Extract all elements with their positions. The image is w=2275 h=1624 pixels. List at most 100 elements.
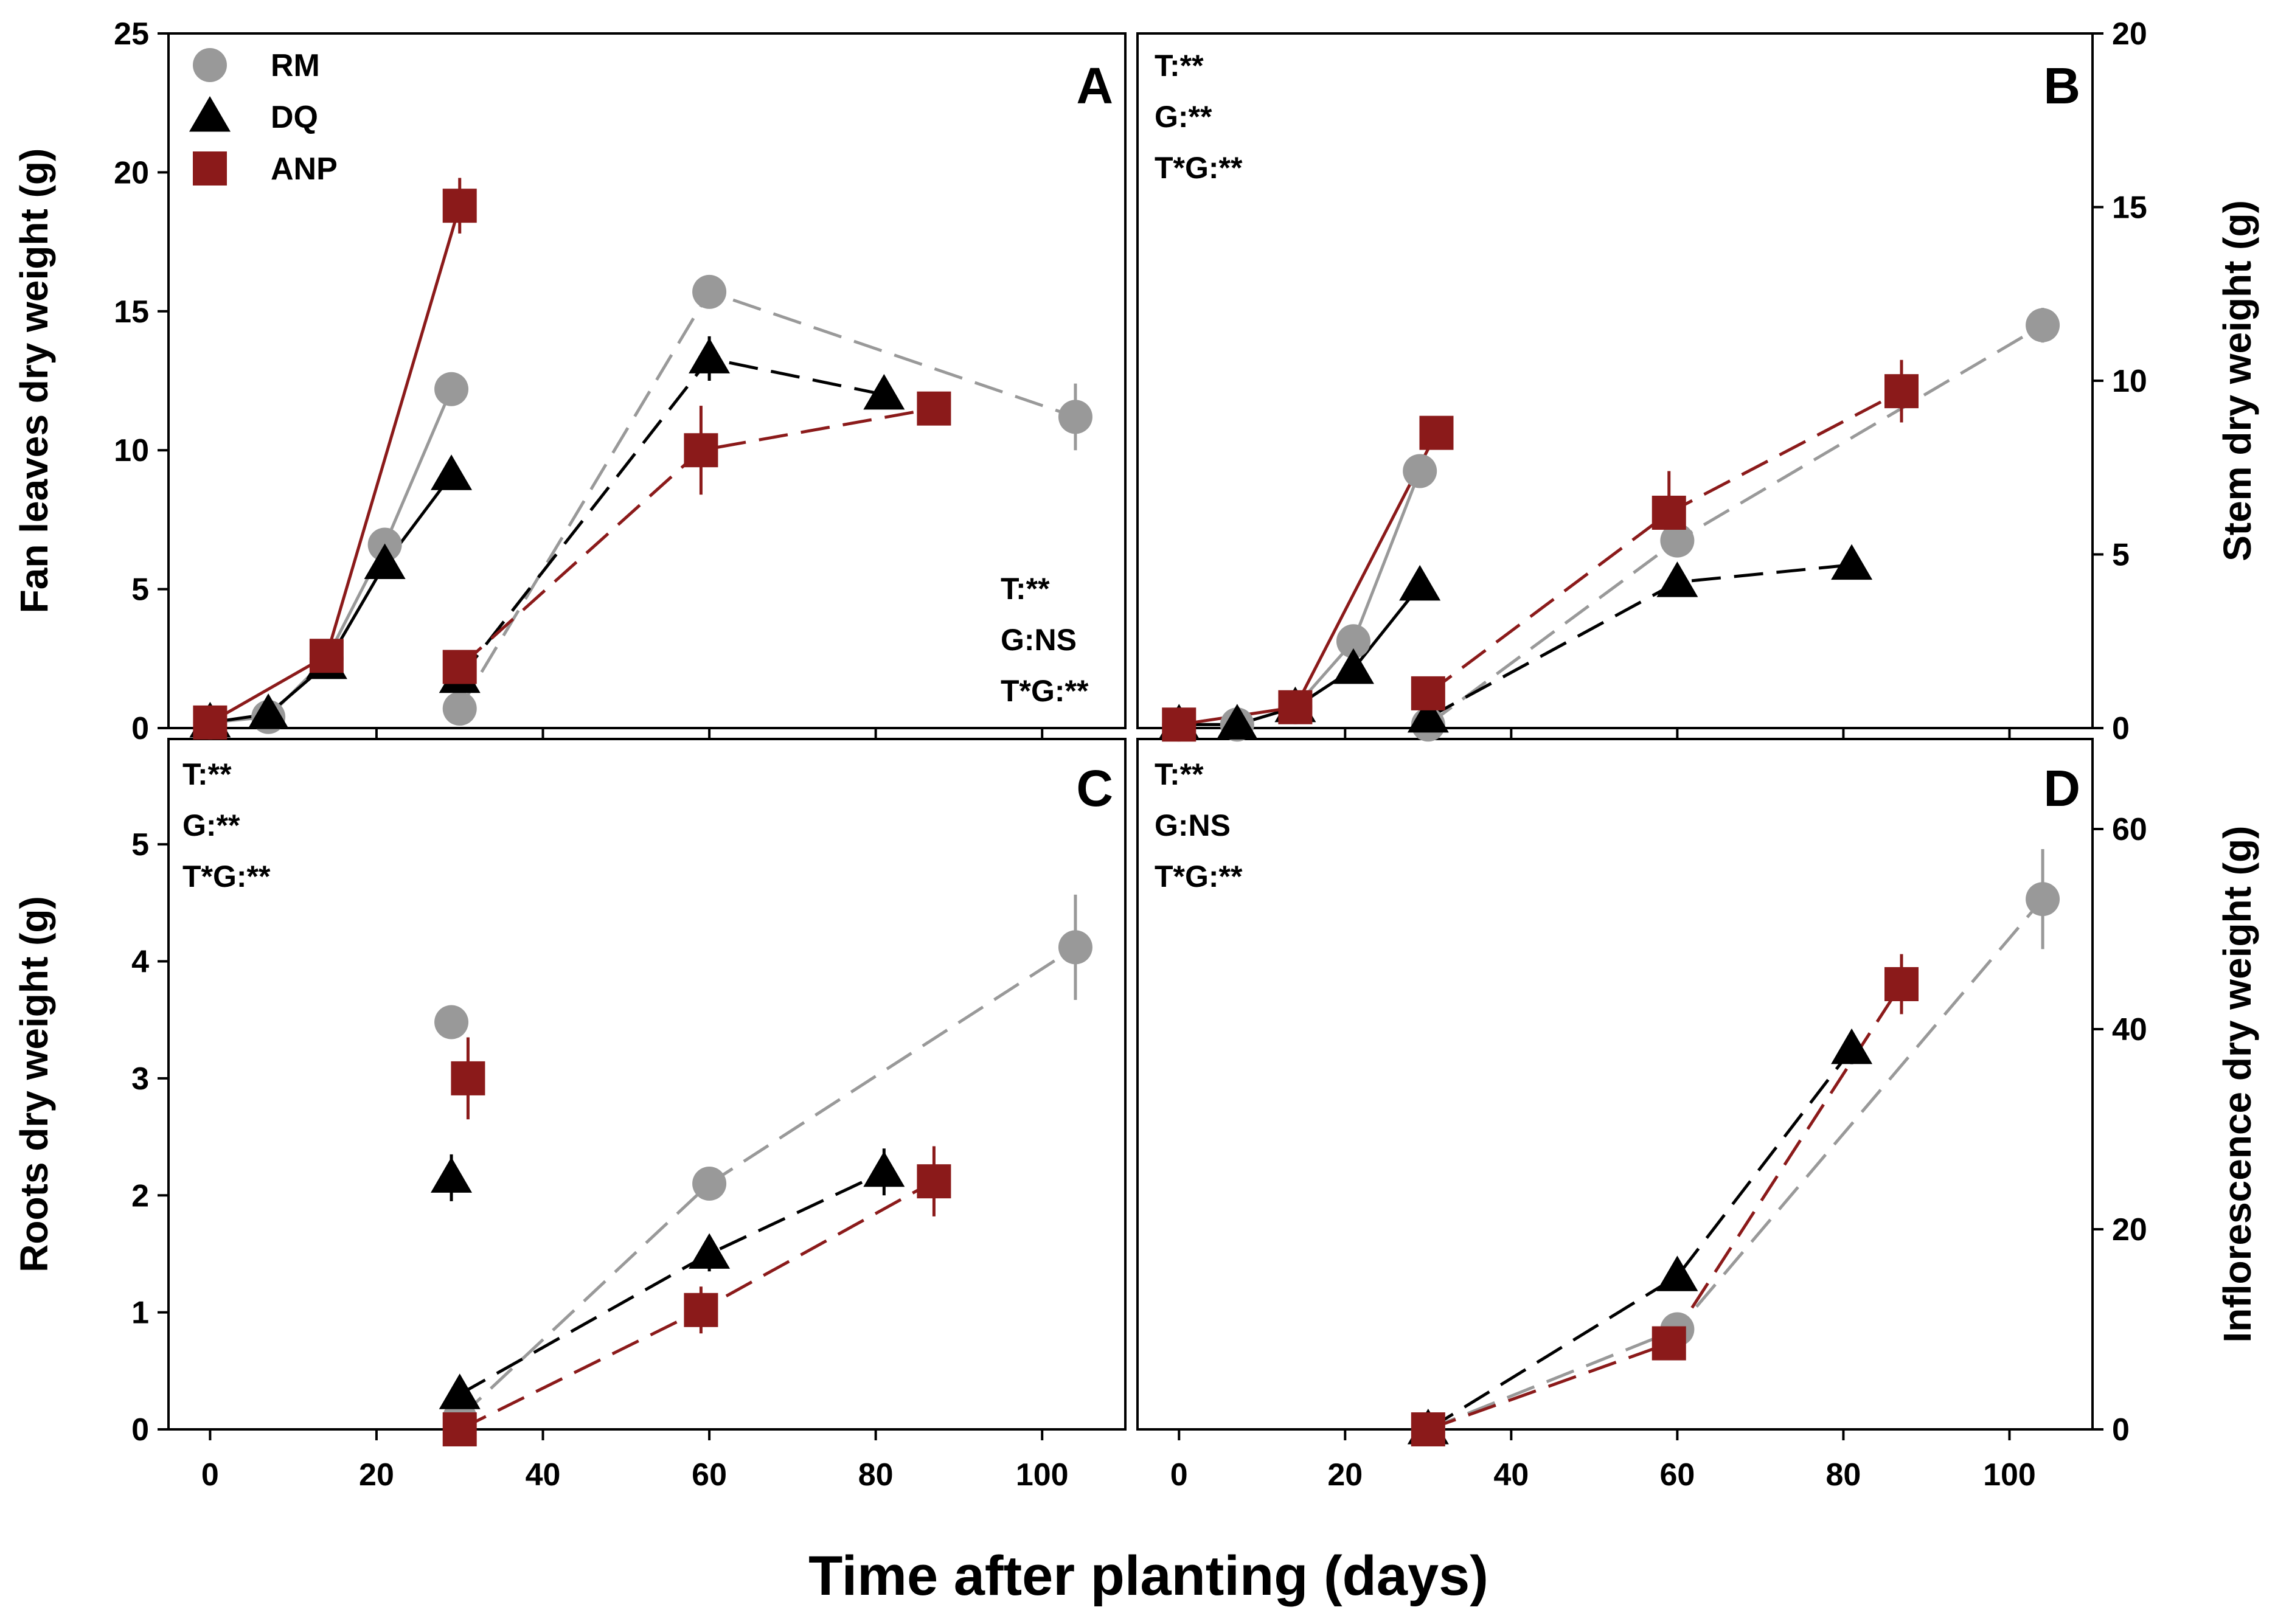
series-line-D-DQ-dashed	[1427, 1048, 1853, 1431]
x-tick-label-C: 0	[201, 1457, 219, 1493]
data-point-C-RM	[1058, 930, 1092, 965]
panel-letter-C: C	[1076, 760, 1113, 817]
data-point-A-ANP	[442, 189, 477, 223]
data-markers	[189, 189, 2060, 1446]
data-point-D-RM	[2026, 882, 2060, 917]
data-point-B-DQ	[1399, 564, 1441, 601]
series-line-B-DQ-dashed	[1427, 563, 1852, 720]
data-point-D-ANP	[1884, 967, 1919, 1002]
data-point-A-DQ	[364, 543, 406, 579]
data-point-C-RM	[434, 1005, 469, 1039]
x-tick-label-D: 80	[1826, 1457, 1861, 1493]
data-point-A-ANP	[193, 705, 228, 740]
series-line-A-DQ-solid	[210, 474, 453, 724]
y-tick-label-D: 20	[2112, 1212, 2147, 1247]
stat-label-C: T:**	[182, 757, 232, 791]
data-point-C-ANP	[451, 1061, 485, 1095]
series-line-A-RM-dashed	[458, 290, 1076, 710]
data-point-A-RM	[442, 692, 477, 726]
series-line-B-RM-solid	[1179, 470, 1422, 726]
data-point-D-DQ	[1831, 1028, 1873, 1064]
x-tick-label-D: 0	[1170, 1457, 1188, 1493]
y-tick-label-C: 4	[131, 945, 149, 980]
y-axis-label-C: Roots dry weight (g)	[12, 896, 56, 1272]
y-tick-label-B: 10	[2112, 364, 2147, 399]
data-point-D-ANP	[1411, 1412, 1445, 1446]
panel-letter-D: D	[2043, 760, 2080, 817]
y-tick-label-C: 0	[131, 1412, 149, 1448]
y-tick-label-B: 5	[2112, 538, 2130, 573]
series-line-D-RM-dashed	[1427, 898, 2044, 1431]
y-axis-label-A: Fan leaves dry weight (g)	[12, 148, 56, 614]
x-tick-label-D: 60	[1659, 1457, 1695, 1493]
series-line-B-ANP-solid	[1178, 432, 1438, 726]
data-point-B-DQ	[1656, 561, 1698, 597]
y-tick-label-D: 40	[2112, 1012, 2147, 1047]
data-point-B-DQ	[1332, 648, 1374, 684]
x-tick-label-C: 100	[1016, 1457, 1069, 1493]
panel-letter-B: B	[2043, 57, 2080, 114]
stat-label-D: G:NS	[1155, 808, 1231, 842]
x-tick-label-C: 60	[692, 1457, 727, 1493]
stat-label-D: T*G:**	[1155, 859, 1243, 894]
panel-frame-D	[1136, 738, 2094, 1431]
stat-label-D: T:**	[1155, 757, 1204, 791]
data-point-A-RM	[1058, 400, 1092, 434]
legend-marker-RM	[193, 48, 227, 82]
y-axis-label-D: Inflorescence dry weight (g)	[2215, 826, 2259, 1343]
data-point-C-ANP	[442, 1412, 477, 1446]
y-tick-label-C: 1	[131, 1296, 149, 1331]
data-point-C-ANP	[917, 1164, 951, 1199]
series-line-A-DQ-dashed	[458, 356, 884, 679]
y-tick-label-A: 5	[131, 572, 149, 608]
data-point-A-ANP	[309, 639, 344, 673]
x-tick-label-D: 100	[1983, 1457, 2036, 1493]
data-point-A-ANP	[917, 391, 951, 426]
data-point-A-DQ	[689, 338, 731, 373]
stat-label-A: T:**	[1001, 572, 1050, 606]
data-point-A-DQ	[431, 454, 473, 490]
data-point-D-ANP	[1652, 1326, 1686, 1361]
y-tick-label-B: 0	[2112, 711, 2130, 746]
series-line-B-RM-dashed	[1427, 324, 2044, 726]
data-point-C-DQ	[439, 1373, 481, 1409]
data-point-B-DQ	[1831, 544, 1873, 580]
y-tick-label-C: 3	[131, 1061, 149, 1097]
legend-label-RM: RM	[271, 48, 320, 83]
y-axis-label-B: Stem dry weight (g)	[2215, 200, 2259, 561]
legend: RM DQ ANP	[189, 48, 338, 187]
data-point-B-DQ	[1216, 704, 1258, 740]
data-point-C-DQ	[431, 1157, 473, 1193]
series-line-D-ANP-dashed	[1427, 983, 1903, 1431]
data-point-B-ANP	[1411, 676, 1445, 710]
data-point-B-RM	[2026, 308, 2060, 342]
y-tick-label-D: 0	[2112, 1412, 2130, 1448]
data-point-C-DQ	[689, 1233, 731, 1269]
legend-marker-ANP	[193, 151, 227, 186]
data-point-A-RM	[434, 372, 469, 406]
y-tick-label-B: 15	[2112, 190, 2147, 226]
y-tick-label-D: 60	[2112, 812, 2147, 847]
x-tick-label-D: 20	[1327, 1457, 1363, 1493]
data-point-A-ANP	[442, 650, 477, 684]
data-point-B-ANP	[1652, 495, 1686, 530]
legend-marker-DQ	[189, 96, 231, 132]
y-tick-label-A: 10	[114, 433, 149, 468]
data-point-B-ANP	[1419, 415, 1454, 450]
stat-label-B: T*G:**	[1155, 151, 1243, 185]
data-point-A-RM	[692, 274, 727, 309]
legend-label-ANP: ANP	[271, 151, 338, 187]
data-point-B-RM	[1660, 523, 1695, 558]
panel-frame-C	[167, 738, 1127, 1431]
data-point-C-RM	[692, 1167, 727, 1201]
series-line-C-RM-dashed	[459, 946, 1077, 1419]
panel-frame-A	[167, 32, 1127, 729]
y-tick-label-A: 25	[114, 16, 149, 52]
y-tick-label-C: 2	[131, 1178, 149, 1213]
data-point-B-ANP	[1278, 690, 1313, 724]
data-point-B-RM	[1403, 454, 1437, 488]
series-line-C-DQ-dashed	[459, 1170, 885, 1396]
x-tick-label-C: 40	[526, 1457, 561, 1493]
